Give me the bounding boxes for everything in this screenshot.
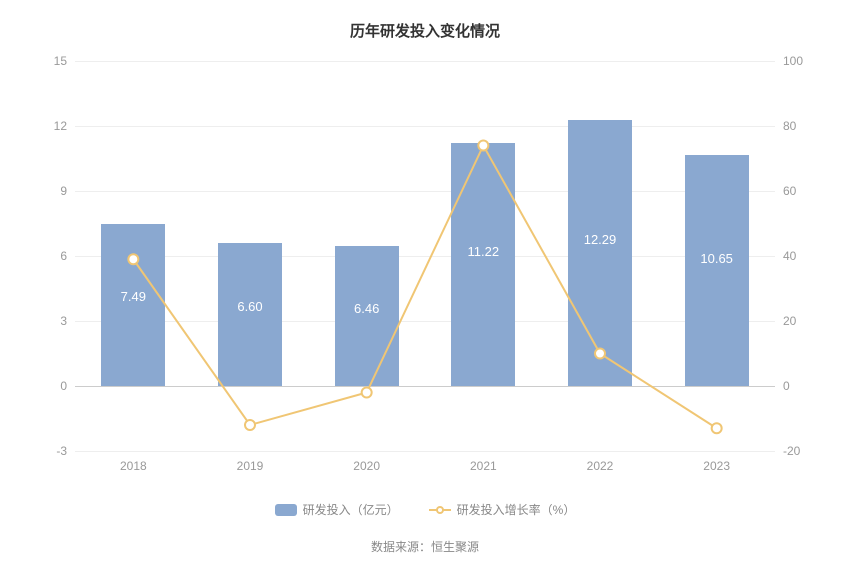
x-tick: 2020	[353, 459, 380, 473]
y-right-tick: 60	[783, 184, 796, 198]
legend: 研发投入（亿元） 研发投入增长率（%）	[40, 501, 810, 518]
chart-container: 历年研发投入变化情况 -3 0 3 6 9 12 15 -20 0 20 40 60 80 100 7.…	[0, 0, 850, 575]
y-right-tick: 0	[783, 379, 790, 393]
chart-title: 历年研发投入变化情况	[40, 20, 810, 41]
y-left-tick: 12	[54, 119, 67, 133]
x-tick: 2022	[587, 459, 614, 473]
y-right-tick: 80	[783, 119, 796, 133]
legend-line-marker	[436, 506, 444, 514]
gridline	[75, 451, 775, 452]
y-right-tick: -20	[783, 444, 800, 458]
bar-value-label: 10.65	[700, 251, 733, 266]
bar	[451, 143, 515, 386]
legend-swatch-line	[429, 504, 451, 516]
bar-value-label: 11.22	[468, 244, 500, 259]
y-right-tick: 20	[783, 314, 796, 328]
legend-swatch-bar	[275, 504, 297, 516]
y-left-tick: -3	[56, 444, 67, 458]
x-tick: 2019	[237, 459, 264, 473]
legend-item-bar: 研发投入（亿元）	[275, 501, 399, 518]
bar-value-label: 12.29	[584, 232, 617, 247]
bar-value-label: 6.60	[237, 299, 262, 314]
y-axis-left: -303691215	[35, 61, 75, 451]
x-axis: 2018 2019 2020 2021 2022 2023	[75, 459, 775, 479]
legend-item-line: 研发投入增长率（%）	[429, 501, 576, 518]
data-source: 数据来源：恒生聚源	[40, 538, 810, 555]
y-left-tick: 9	[60, 184, 67, 198]
bars-layer: 7.49 6.60 6.46 11.22 12.29 10.65	[75, 61, 775, 451]
y-right-tick: 40	[783, 249, 796, 263]
bar-value-label: 6.46	[354, 301, 379, 316]
y-left-tick: 3	[60, 314, 67, 328]
bar	[218, 243, 282, 386]
x-tick: 2021	[470, 459, 497, 473]
y-left-tick: 15	[54, 54, 67, 68]
y-right-tick: 100	[783, 54, 803, 68]
y-left-tick: 0	[60, 379, 67, 393]
bar	[568, 120, 632, 386]
x-tick: 2018	[120, 459, 147, 473]
y-left-tick: 6	[60, 249, 67, 263]
y-axis-right: -20020406080100	[775, 61, 815, 451]
legend-label-line: 研发投入增长率（%）	[457, 501, 576, 518]
legend-label-bar: 研发投入（亿元）	[303, 501, 399, 518]
bar	[685, 155, 749, 386]
bar-value-label: 7.49	[121, 289, 146, 304]
bar	[101, 224, 165, 386]
plot-area: -303691215 -20020406080100 7.496.606.461…	[75, 61, 775, 451]
x-tick: 2023	[703, 459, 730, 473]
